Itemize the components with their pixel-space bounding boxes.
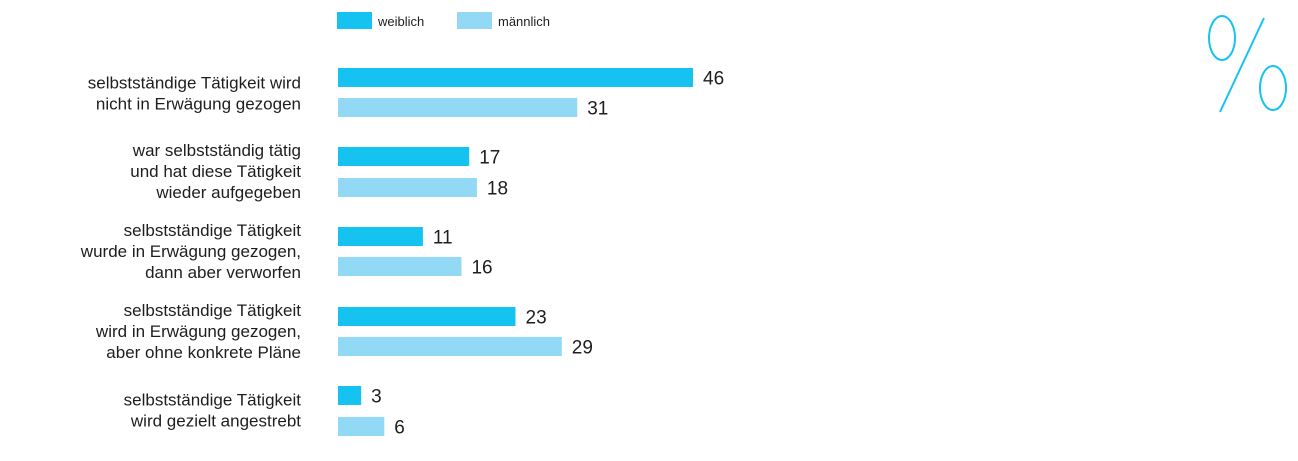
value-label-weiblich-1: 17	[479, 148, 500, 169]
value-label-männlich-3: 29	[572, 338, 593, 359]
percent-symbol	[1208, 15, 1287, 113]
legend-label-0: weiblich	[377, 14, 424, 29]
bar-männlich-2	[338, 257, 462, 276]
value-label-weiblich-0: 46	[703, 69, 724, 90]
category-label-1-line-2: wieder aufgegeben	[155, 183, 301, 202]
legend-label-1: männlich	[498, 14, 550, 29]
category-label-3-line-0: selbstständige Tätigkeit	[124, 301, 302, 320]
percent-slash	[1219, 17, 1265, 113]
category-label-2-line-2: dann aber verworfen	[145, 263, 301, 282]
legend-swatch-0	[337, 12, 372, 29]
value-label-männlich-0: 31	[587, 99, 608, 120]
bar-weiblich-2	[338, 227, 423, 246]
category-label-3-line-2: aber ohne konkrete Pläne	[106, 343, 301, 362]
value-label-männlich-2: 16	[471, 258, 492, 279]
bar-männlich-3	[338, 337, 562, 356]
legend-swatch-1	[457, 12, 492, 29]
value-label-weiblich-4: 3	[371, 387, 382, 408]
category-label-1-line-1: und hat diese Tätigkeit	[130, 162, 301, 181]
category-label-3-line-1: wird in Erwägung gezogen,	[95, 322, 301, 341]
category-label-2-line-0: selbstständige Tätigkeit	[124, 221, 302, 240]
bar-weiblich-0	[338, 68, 693, 87]
bar-weiblich-4	[338, 386, 362, 405]
category-label-0-line-0: selbstständige Tätigkeit wird	[88, 74, 301, 93]
bar-weiblich-1	[338, 147, 470, 166]
category-label-0-line-1: nicht in Erwägung gezogen	[96, 95, 301, 114]
category-label-4-line-1: wird gezielt angestrebt	[130, 412, 301, 431]
bar-männlich-1	[338, 178, 477, 197]
value-label-weiblich-2: 11	[433, 228, 453, 249]
category-label-4-line-0: selbstständige Tätigkeit	[124, 391, 302, 410]
value-label-männlich-1: 18	[487, 179, 508, 200]
category-labels: selbstständige Tätigkeit wird nicht in Er…	[80, 74, 301, 431]
bar-männlich-0	[338, 98, 578, 117]
percent-circle-bottom	[1259, 65, 1287, 111]
bar-männlich-4	[338, 417, 385, 436]
category-label-1-line-0: war selbstständig tätig	[132, 141, 301, 160]
value-label-weiblich-3: 23	[526, 308, 547, 329]
value-label-männlich-4: 6	[394, 418, 405, 439]
legend: weiblich männlich	[337, 12, 550, 29]
bars: 46 31 17 18 11 16 23 29 36	[338, 68, 724, 439]
percent-circle-top	[1208, 15, 1236, 61]
category-label-2-line-1: wurde in Erwägung gezogen,	[80, 242, 301, 261]
bar-weiblich-3	[338, 307, 516, 326]
